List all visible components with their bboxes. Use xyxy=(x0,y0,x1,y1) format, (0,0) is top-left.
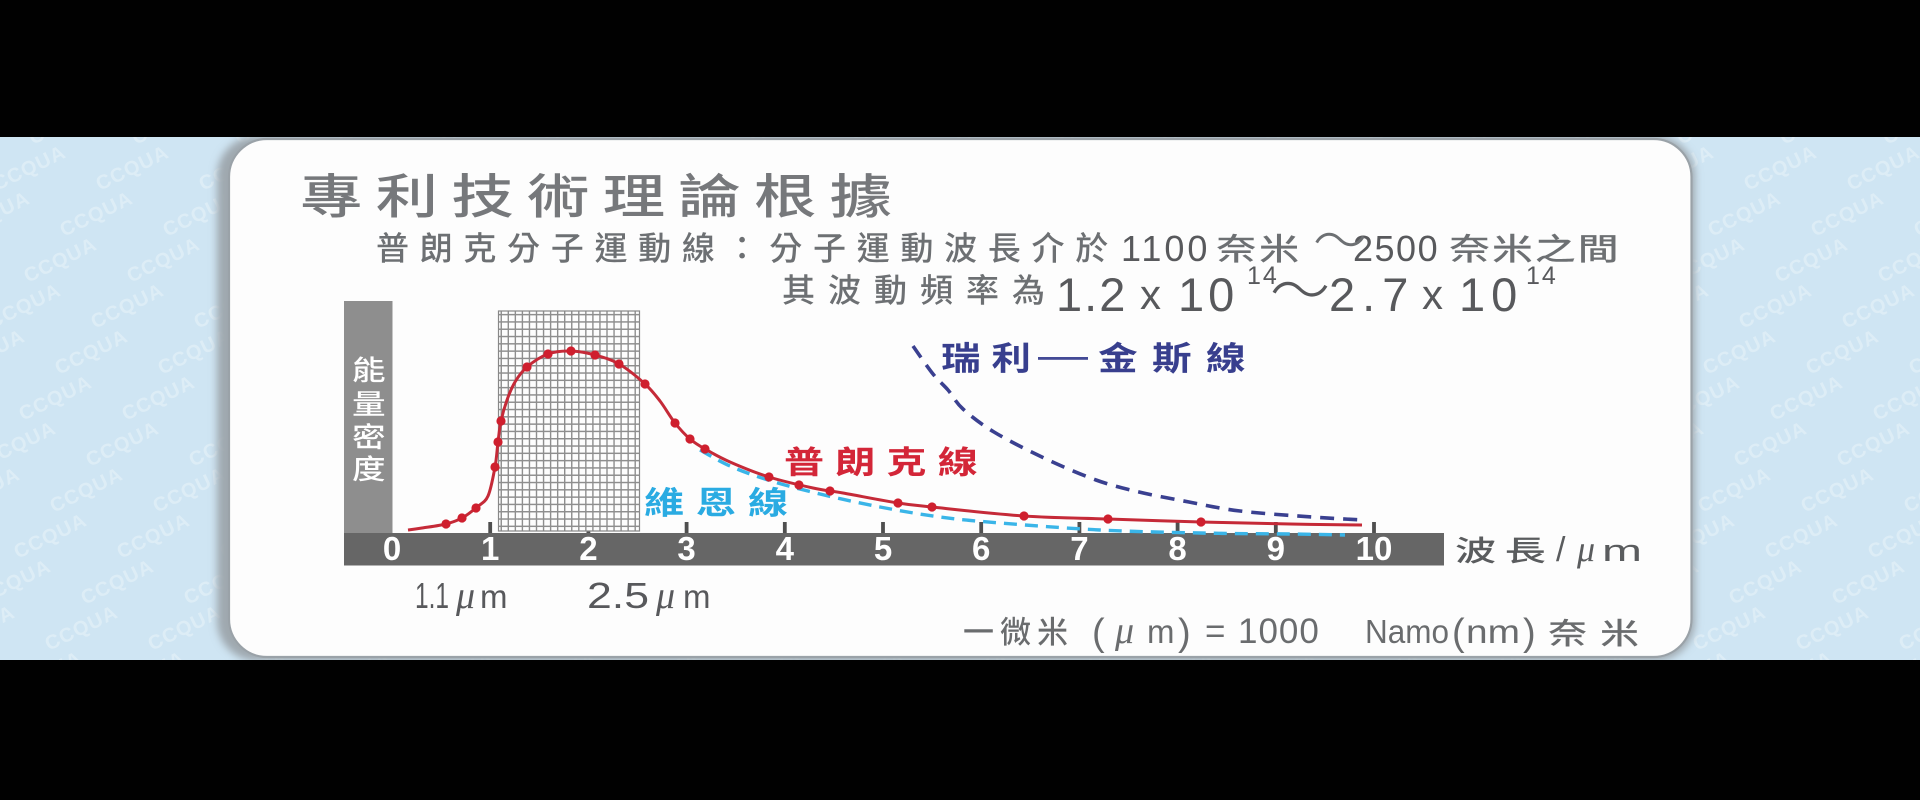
svg-text:μ: μ xyxy=(455,575,475,617)
svg-text:nm: nm xyxy=(1466,613,1520,650)
svg-text:14: 14 xyxy=(1526,262,1558,290)
svg-text:x: x xyxy=(1140,271,1161,318)
svg-text:1: 1 xyxy=(481,530,499,567)
svg-text:(: ( xyxy=(1092,612,1105,654)
svg-text:/: / xyxy=(1556,531,1566,569)
svg-text:=: = xyxy=(1205,612,1225,651)
svg-text:μ: μ xyxy=(1576,529,1595,569)
svg-text:10: 10 xyxy=(1178,268,1238,321)
svg-text:0: 0 xyxy=(383,530,401,567)
svg-text:m: m xyxy=(1147,613,1175,650)
svg-text:1.2: 1.2 xyxy=(1056,268,1127,321)
svg-text:4: 4 xyxy=(776,530,795,567)
svg-text:μ: μ xyxy=(1114,610,1134,652)
svg-text:m: m xyxy=(683,578,711,615)
svg-text:9: 9 xyxy=(1267,530,1285,567)
svg-text:): ) xyxy=(1178,612,1191,654)
svg-text:2.7: 2.7 xyxy=(1329,268,1415,321)
svg-text:(: ( xyxy=(1452,612,1465,654)
svg-text:1000: 1000 xyxy=(1238,612,1320,651)
svg-text:x: x xyxy=(1422,271,1443,318)
svg-text:): ) xyxy=(1523,612,1536,654)
svg-text:10: 10 xyxy=(1459,268,1523,321)
svg-text:1100: 1100 xyxy=(1121,228,1210,269)
svg-text:1.1: 1.1 xyxy=(415,575,449,616)
svg-text:6: 6 xyxy=(972,530,990,567)
svg-text:Namo: Namo xyxy=(1365,613,1449,650)
svg-text:2.5: 2.5 xyxy=(587,575,649,616)
svg-text:5: 5 xyxy=(874,530,892,567)
svg-text:7: 7 xyxy=(1070,530,1088,567)
svg-text:8: 8 xyxy=(1168,530,1186,567)
svg-text:m: m xyxy=(1602,533,1642,568)
svg-text:2500: 2500 xyxy=(1353,228,1439,269)
svg-text:m: m xyxy=(480,578,508,615)
svg-text:10: 10 xyxy=(1356,530,1393,567)
svg-text:2: 2 xyxy=(579,530,597,567)
svg-text:14: 14 xyxy=(1247,262,1279,290)
svg-text:μ: μ xyxy=(655,575,675,617)
svg-text:3: 3 xyxy=(677,530,695,567)
